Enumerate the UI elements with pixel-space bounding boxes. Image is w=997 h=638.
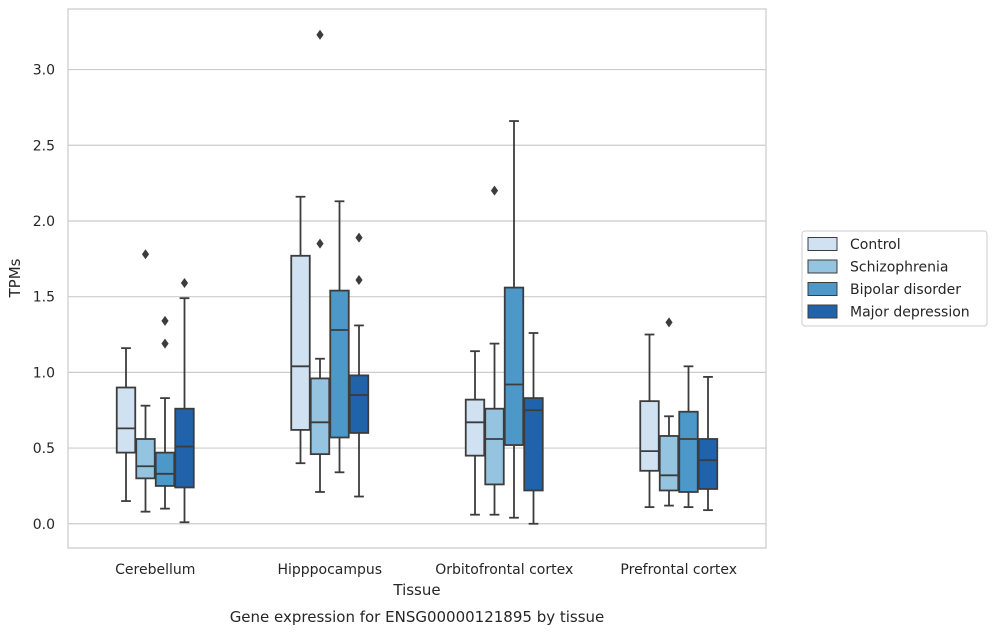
y-tick-label: 0.0 [33,517,55,533]
y-tick-label: 1.5 [33,290,55,306]
x-tick-label: Cerebellum [115,562,195,578]
box-body [329,289,350,439]
x-axis-label: Tissue [392,581,440,599]
box-body [639,400,660,472]
x-tick-label: Prefrontal cortex [620,562,737,578]
series-bipolar-disorder [154,120,699,519]
legend-swatch [807,259,838,274]
box-body [697,438,719,490]
outlier-point [490,185,499,196]
outlier-point [161,315,169,326]
outlier-point [141,249,150,260]
x-tick-label: Hipppocampus [277,562,382,578]
legend-label: Bipolar disorder [850,282,961,298]
legend-swatch [807,237,838,251]
box-body [309,377,331,456]
y-tick-labels: 0.0 0.5 1.0 1.5 2.0 2.5 3.0 [33,63,55,533]
y-tick-label: 0.5 [33,441,55,457]
y-tick-label: 3.0 [33,63,55,79]
outlier-point [665,317,673,328]
box-body [503,286,525,446]
y-tick-label: 1.0 [33,365,55,381]
x-tick-labels: Cerebellum Hipppocampus Orbitofrontal cort… [115,562,737,578]
series-schizophrenia [135,29,680,516]
outlier-point [161,338,169,349]
plot-frame [67,8,767,549]
outlier-point [316,29,324,40]
legend-label: Major depression [850,305,970,321]
box-body [523,397,544,492]
series-major-depression [174,232,719,525]
outlier-point [180,278,189,289]
legend-label: Control [850,237,901,253]
box-body [174,407,195,489]
legend-frame [801,230,988,327]
legend-swatch [807,282,838,296]
box-body [135,438,156,480]
box-body [348,374,370,434]
y-tick-label: 2.0 [33,214,55,230]
x-tick-label: Orbitofrontal cortex [435,562,573,578]
box-body [484,407,505,486]
series-control [115,195,660,516]
box-body [115,386,137,454]
y-tick-label: 2.5 [33,138,55,154]
box-body [154,451,176,487]
box-body [658,435,680,492]
legend-label: Schizophrenia [850,260,948,276]
box-body [464,398,486,457]
outlier-point [355,275,363,286]
box-body [290,254,311,431]
box-body [678,410,699,493]
figure-caption: Gene expression for ENSG00000121895 by t… [230,608,605,626]
outlier-point [355,232,363,243]
legend-swatch [807,304,838,319]
legend: Control Schizophrenia Bipolar disorder Majo… [801,230,988,327]
outlier-point [316,238,324,249]
y-axis-label: TPMs [6,258,24,298]
box-series [115,29,719,525]
